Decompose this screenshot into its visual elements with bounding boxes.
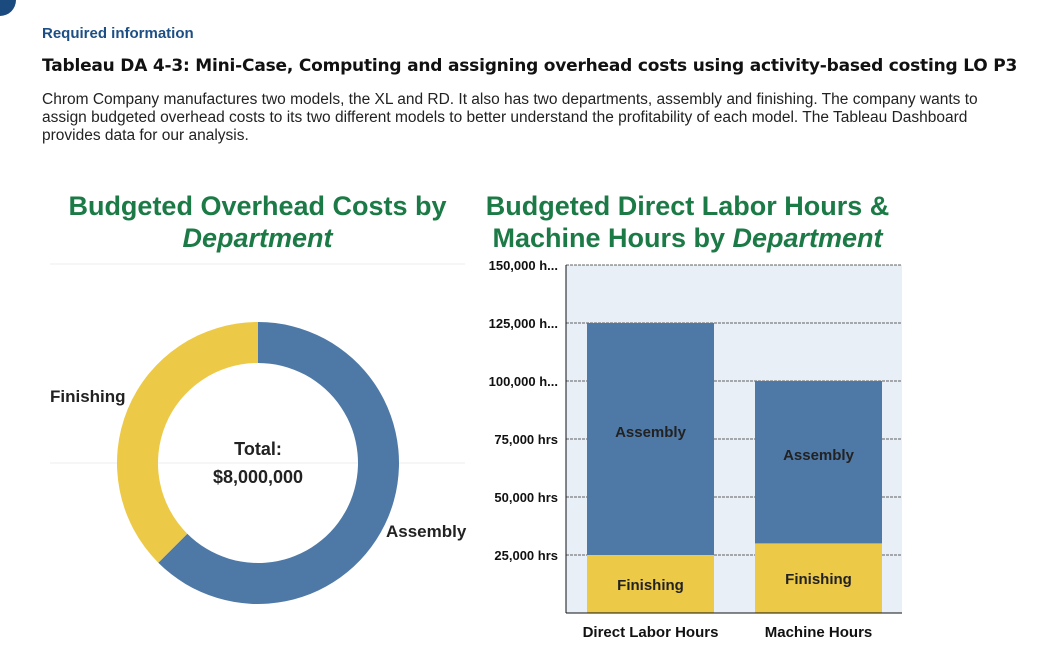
donut-label-finishing: Finishing xyxy=(50,387,126,406)
x-category-label: Machine Hours xyxy=(765,624,873,641)
donut-center-label: Total: xyxy=(234,439,282,459)
required-info-label: Required information xyxy=(42,25,194,42)
y-tick-label: 25,000 hrs xyxy=(494,548,558,563)
y-tick-label: 100,000 h... xyxy=(489,374,558,389)
donut-slice-assembly xyxy=(158,322,400,604)
donut-slice-finishing xyxy=(117,322,258,563)
bar-assembly xyxy=(755,381,882,544)
y-tick-label: 150,000 h... xyxy=(489,258,558,273)
bar-finishing xyxy=(755,543,882,613)
y-tick-label: 50,000 hrs xyxy=(494,490,558,505)
bar-label-assembly: Assembly xyxy=(783,447,855,464)
bar-title: Budgeted Direct Labor Hours & Machine Ho… xyxy=(470,190,905,254)
bar-label-finishing: Finishing xyxy=(785,571,852,588)
bar-assembly xyxy=(587,323,714,555)
bar-title-line1: Budgeted Direct Labor Hours & xyxy=(485,191,890,221)
bar-label-finishing: Finishing xyxy=(617,577,684,594)
donut-title: Budgeted Overhead Costs by Department xyxy=(50,190,465,254)
x-category-label: Direct Labor Hours xyxy=(583,624,719,641)
donut-center-value: $8,000,000 xyxy=(213,467,303,487)
donut-label-assembly: Assembly xyxy=(386,522,467,541)
bar-finishing xyxy=(587,555,714,613)
bar-label-assembly: Assembly xyxy=(615,424,687,441)
donut-title-line2: Department xyxy=(182,223,333,253)
y-tick-label: 75,000 hrs xyxy=(494,432,558,447)
bar-title-line2a: Machine Hours by xyxy=(492,223,733,253)
donut-title-line1: Budgeted Overhead Costs by xyxy=(68,191,447,221)
problem-title: Tableau DA 4-3: Mini-Case, Computing and… xyxy=(42,56,1018,76)
problem-description: Chrom Company manufactures two models, t… xyxy=(42,91,978,144)
y-tick-label: 125,000 h... xyxy=(489,316,558,331)
bar-title-line2b: Department xyxy=(732,223,883,253)
